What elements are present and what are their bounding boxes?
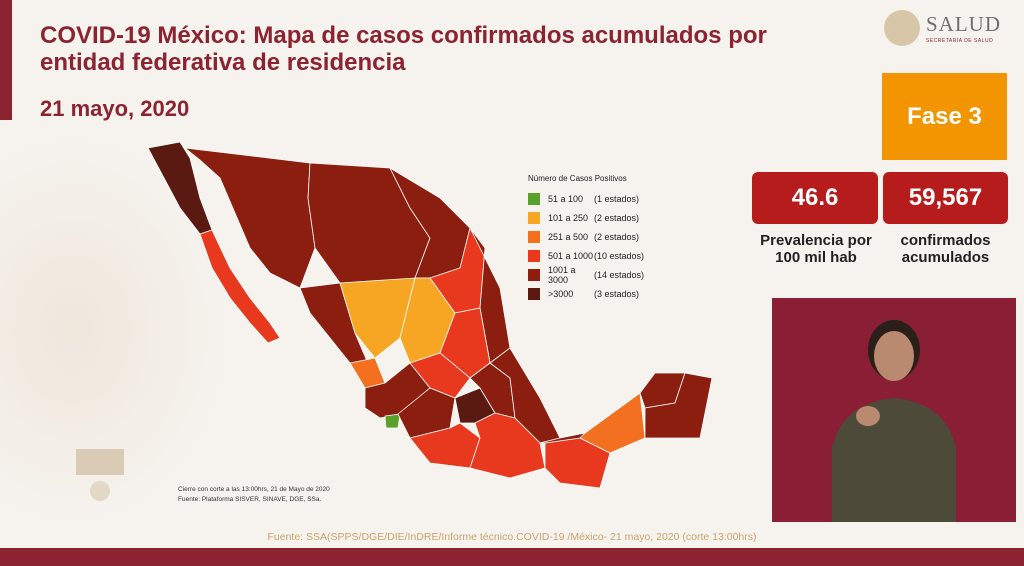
legend-swatch	[528, 268, 540, 281]
cutoff-note: Cierre con corte a las 13:00hrs, 21 de M…	[178, 486, 330, 493]
legend-item: 1001 a 3000 (14 estados)	[528, 264, 645, 285]
prevalence-label: Prevalencia por 100 mil hab	[760, 232, 872, 266]
state-michoacan	[397, 387, 456, 439]
sign-language-interpreter-video	[772, 298, 1016, 522]
state-nayarit	[349, 357, 386, 389]
legend-swatch	[528, 211, 540, 224]
brand-bar	[0, 0, 12, 120]
logo-text: SALUD	[926, 12, 1002, 36]
state-durango	[339, 277, 416, 359]
confirmed-label: confirmados acumulados	[900, 232, 991, 266]
legend-swatch	[528, 249, 540, 262]
state-campeche	[579, 392, 646, 454]
state-colima	[384, 413, 401, 429]
legend-count: (2 estados)	[594, 212, 640, 223]
mexico-map	[147, 141, 713, 489]
legend-range: 1001 a 3000	[548, 264, 576, 285]
legend-range: 501 a 1000	[548, 250, 594, 261]
legend-count: (1 estados)	[594, 193, 640, 204]
legend-swatch	[528, 287, 540, 300]
state-guanajuato	[409, 352, 471, 399]
footer-source: Fuente: SSA(SPPS/DGE/DIE/InDRE/Informe t…	[267, 531, 757, 543]
legend-item: 101 a 250 (2 estados)	[528, 208, 644, 227]
legend-count: (2 estados)	[594, 231, 640, 242]
legend-item: >3000 (3 estados)	[528, 284, 644, 303]
salud-logo: SALUD SECRETARÍA DE SALUD	[884, 10, 1014, 50]
report-date: 21 mayo, 2020	[40, 96, 190, 121]
legend-count: (10 estados)	[594, 250, 645, 261]
logo-subtext: SECRETARÍA DE SALUD	[926, 38, 994, 44]
state-quintana-roo	[644, 372, 713, 439]
source-note: Fuente: Plataforma SISVER, SINAVE, DGE, …	[178, 496, 322, 503]
legend-range: 251 a 500	[548, 231, 589, 242]
state-baja-california-sur	[199, 229, 281, 344]
government-emblem-icon	[76, 449, 124, 501]
legend-swatch	[528, 230, 540, 243]
legend-swatch	[528, 192, 540, 205]
legend-count: (3 estados)	[594, 288, 640, 299]
interpreter-figure	[772, 298, 1016, 522]
legend-count: (14 estados)	[594, 269, 645, 280]
page-title: COVID-19 México: Mapa de casos confirmad…	[40, 22, 767, 76]
legend-range: 51 a 100	[548, 193, 584, 204]
legend-item: 51 a 100 (1 estados)	[528, 189, 644, 208]
footer-bar	[0, 548, 1024, 566]
phase-badge: Fase 3	[882, 73, 1007, 160]
map-legend: Número de Casos Positivos 51 a 100 (1 es…	[528, 174, 644, 303]
confirmed-value: 59,567	[883, 172, 1008, 224]
eagle-emblem-icon	[884, 10, 920, 46]
legend-item: 251 a 500 (2 estados)	[528, 227, 644, 246]
prevalence-value: 46.6	[752, 172, 878, 224]
legend-title: Número de Casos Positivos	[528, 174, 627, 183]
legend-range: 101 a 250	[548, 212, 589, 223]
legend-range: >3000	[548, 288, 574, 299]
legend-item: 501 a 1000 (10 estados)	[528, 246, 644, 265]
map-notes: Cierre con corte a las 13:00hrs, 21 de M…	[178, 485, 330, 505]
